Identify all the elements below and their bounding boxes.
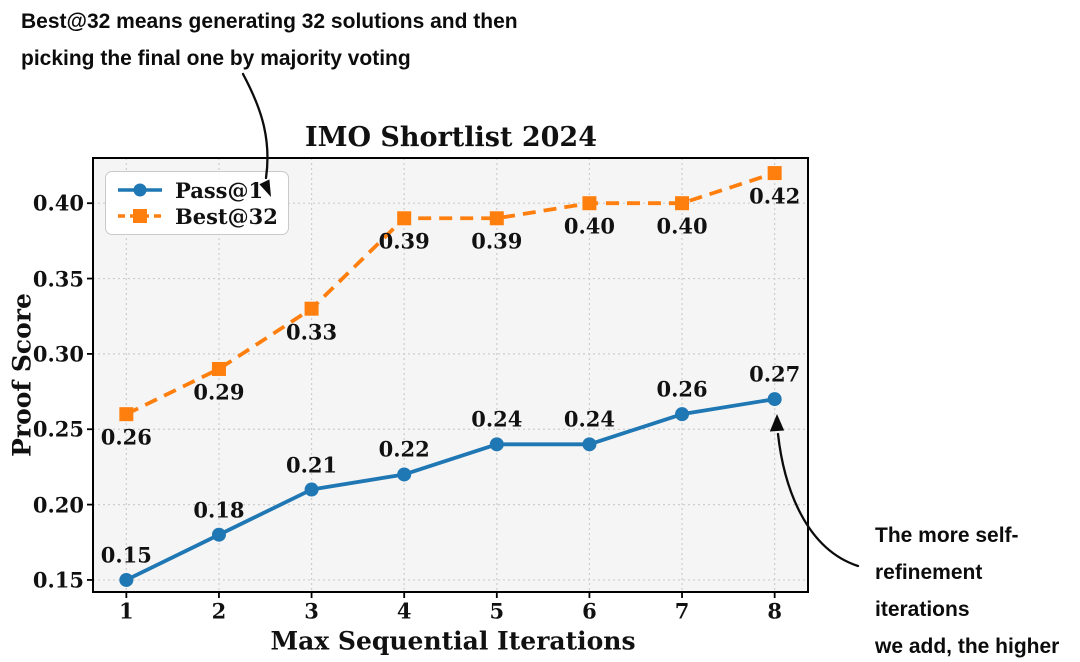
legend-item-best32: Best@32 xyxy=(117,203,280,229)
marker-square-icon xyxy=(211,361,226,376)
marker-circle-icon xyxy=(489,437,504,452)
marker-circle-icon xyxy=(582,437,597,452)
marker-circle-icon xyxy=(119,572,134,587)
marker-square-icon xyxy=(489,211,504,226)
marker-square-icon xyxy=(304,301,319,316)
marker-square-icon xyxy=(582,196,597,211)
marker-circle-icon xyxy=(675,407,690,422)
plot-border xyxy=(92,157,809,593)
marker-circle-icon xyxy=(304,482,319,497)
marker-square-icon xyxy=(675,196,690,211)
marker-square-icon xyxy=(397,211,412,226)
marker-circle-icon xyxy=(767,392,782,407)
series-line-Best@32 xyxy=(125,171,776,416)
marker-circle-icon xyxy=(211,527,226,542)
marker-circle-icon xyxy=(397,467,412,482)
series-line-Pass@1 xyxy=(125,397,775,582)
legend-swatch-pass1-line-circle-icon xyxy=(118,183,162,197)
legend-label-pass1: Pass@1 xyxy=(175,177,264,203)
legend: Pass@1 Best@32 xyxy=(105,171,289,235)
legend-item-pass1: Pass@1 xyxy=(117,177,280,203)
legend-label-best32: Best@32 xyxy=(175,203,278,229)
marker-square-icon xyxy=(767,166,782,181)
marker-square-icon xyxy=(119,407,134,422)
legend-swatch-best32-dashed-square-icon xyxy=(118,209,162,223)
